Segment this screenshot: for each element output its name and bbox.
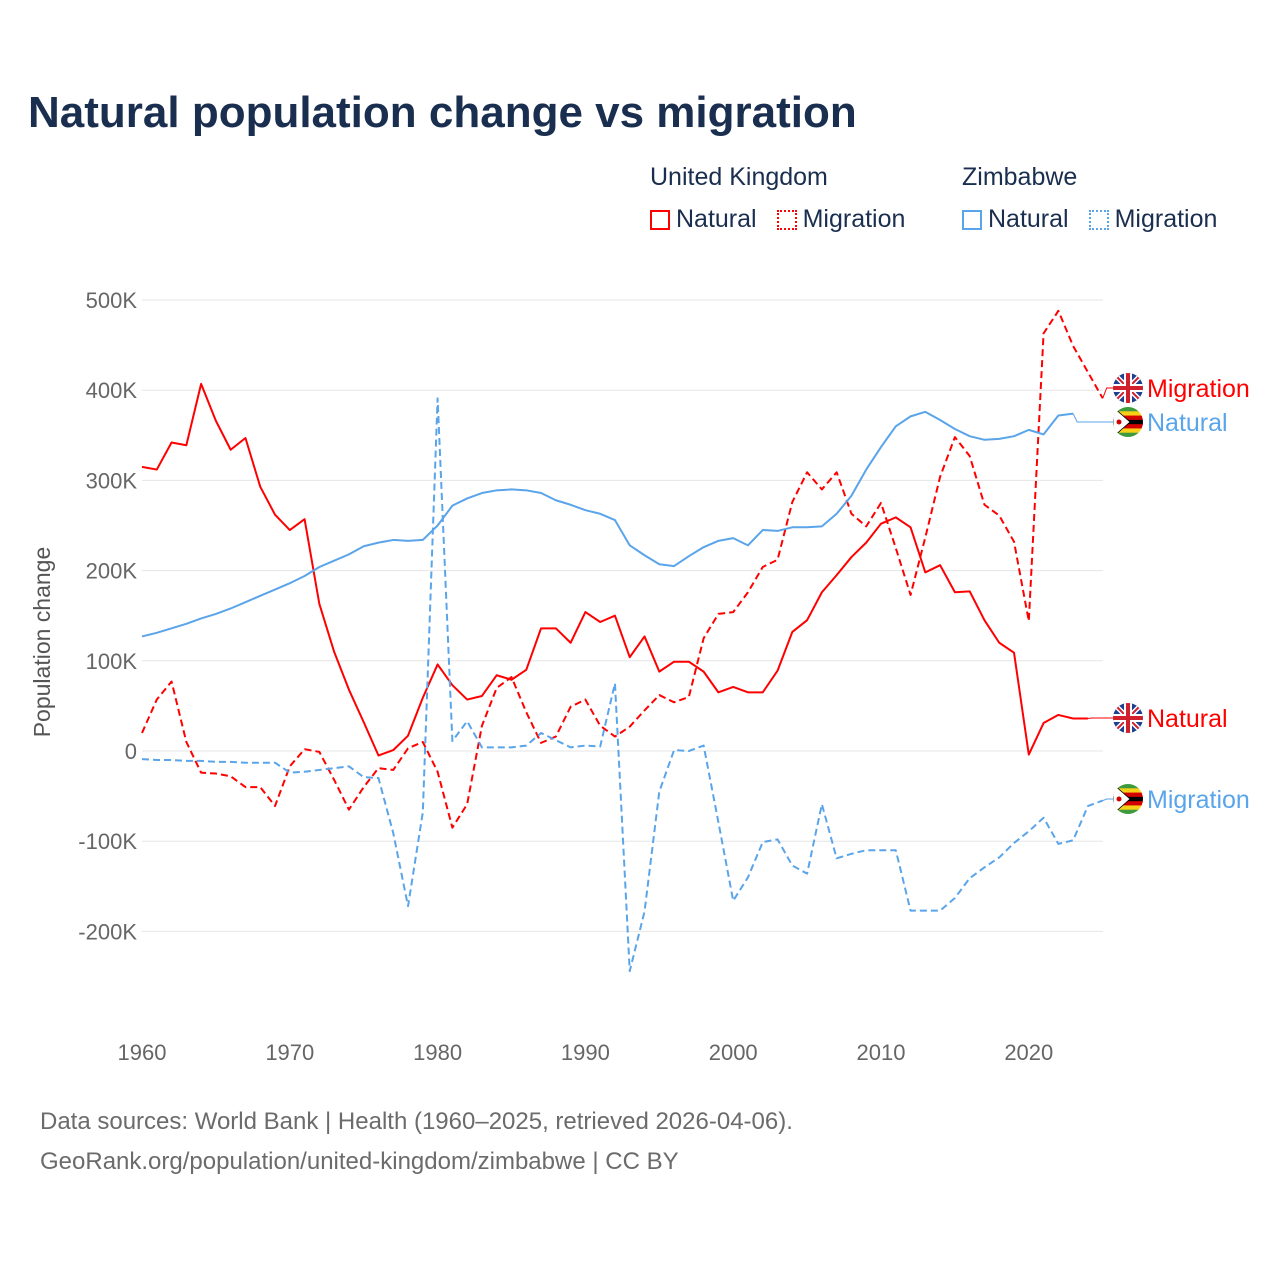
legend-label: Natural [988,205,1069,233]
legend-swatch-solid [962,209,982,230]
uk-flag-icon [1113,703,1143,733]
legend-item-uk-natural[interactable]: Natural [650,205,757,234]
legend-label: Natural [676,205,757,233]
x-tick-label: 1980 [413,1040,462,1065]
series-end-label: Migration [1147,375,1250,403]
legend-row-uk: Natural Migration [650,205,925,234]
x-tick-label: 1990 [561,1040,610,1065]
x-tick-label: 2010 [857,1040,906,1065]
x-tick-label: 1970 [265,1040,314,1065]
legend-group-uk: United Kingdom [650,163,828,191]
series-line-zimbabwe-natural[interactable] [141,410,1074,638]
y-axis-label: Population change [29,547,55,738]
footer-link[interactable]: GeoRank.org/population/united-kingdom/zi… [40,1148,679,1175]
legend-item-zw-natural[interactable]: Natural [962,205,1069,234]
uk-flag-icon [1113,373,1143,403]
y-tick-label: -100K [78,829,137,854]
series-line-united-kingdom-migration[interactable] [141,309,1104,829]
label-connector [1087,717,1113,720]
label-connector [1102,387,1113,399]
legend-item-uk-migration[interactable]: Migration [776,205,906,234]
zimbabwe-flag-icon [1113,407,1143,437]
y-tick-label: 0 [125,739,137,764]
legend-row-zimbabwe: Natural Migration [962,205,1237,234]
x-tick-label: 2020 [1004,1040,1053,1065]
legend-group-zimbabwe: Zimbabwe [962,163,1078,191]
series-end-label: Natural [1147,705,1228,733]
legend-swatch-solid [650,209,670,230]
label-connector [1072,413,1113,423]
y-tick-label: -200K [78,919,137,944]
legend-swatch-dotted [776,209,797,230]
footer-source: Data sources: World Bank | Health (1960–… [40,1108,793,1135]
y-tick-label: 200K [86,559,138,584]
legend-swatch-dotted [1088,209,1109,230]
y-tick-label: 400K [86,378,138,403]
y-tick-label: 500K [86,288,138,313]
legend-label: Migration [1114,205,1218,233]
zimbabwe-flag-icon [1113,784,1143,814]
series-end-label: Natural [1147,409,1228,437]
legend-label: Migration [802,205,906,233]
series-end-label: Migration [1147,786,1250,814]
y-tick-label: 100K [86,649,138,674]
legend-item-zw-migration[interactable]: Migration [1088,205,1218,234]
label-connector [1102,798,1113,802]
chart-title: Natural population change vs migration [28,88,857,137]
y-tick-label: 300K [86,468,138,493]
x-tick-label: 2000 [709,1040,758,1065]
x-tick-label: 1960 [118,1040,167,1065]
series-line-zimbabwe-migration[interactable] [141,397,1104,973]
